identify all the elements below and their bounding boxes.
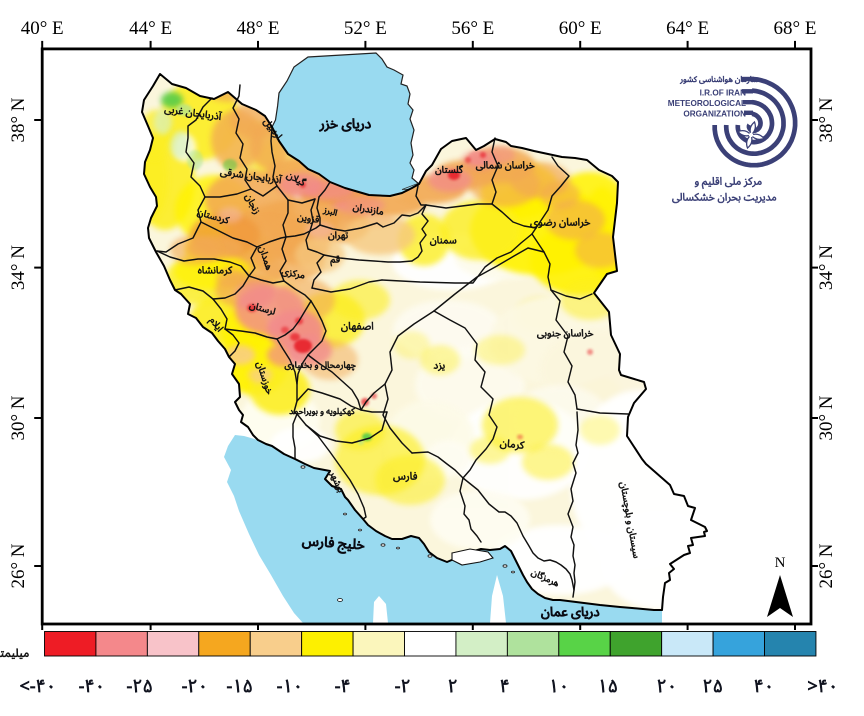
- svg-text:44° E: 44° E: [129, 18, 172, 39]
- svg-text:34° N: 34° N: [816, 245, 837, 290]
- svg-text:30° N: 30° N: [816, 395, 837, 440]
- svg-text:64° E: 64° E: [666, 18, 709, 39]
- svg-text:METEOROLOGICAL: METEOROLOGICAL: [668, 99, 746, 108]
- svg-text:38° N: 38° N: [8, 97, 29, 142]
- svg-text:40° E: 40° E: [21, 18, 64, 39]
- svg-text:38° N: 38° N: [816, 97, 837, 142]
- svg-text:56° E: 56° E: [451, 18, 494, 39]
- svg-text:26° N: 26° N: [8, 543, 29, 588]
- svg-text:60° E: 60° E: [559, 18, 602, 39]
- svg-text:34° N: 34° N: [8, 245, 29, 290]
- svg-text:52° E: 52° E: [344, 18, 387, 39]
- svg-text:I.R.OF IRAN: I.R.OF IRAN: [700, 89, 746, 98]
- svg-text:68° E: 68° E: [774, 18, 817, 39]
- svg-text:48° E: 48° E: [237, 18, 280, 39]
- svg-text:ORGANIZATION: ORGANIZATION: [683, 110, 746, 119]
- svg-text:N: N: [775, 555, 786, 571]
- svg-text:26° N: 26° N: [816, 543, 837, 588]
- svg-text:30° N: 30° N: [8, 395, 29, 440]
